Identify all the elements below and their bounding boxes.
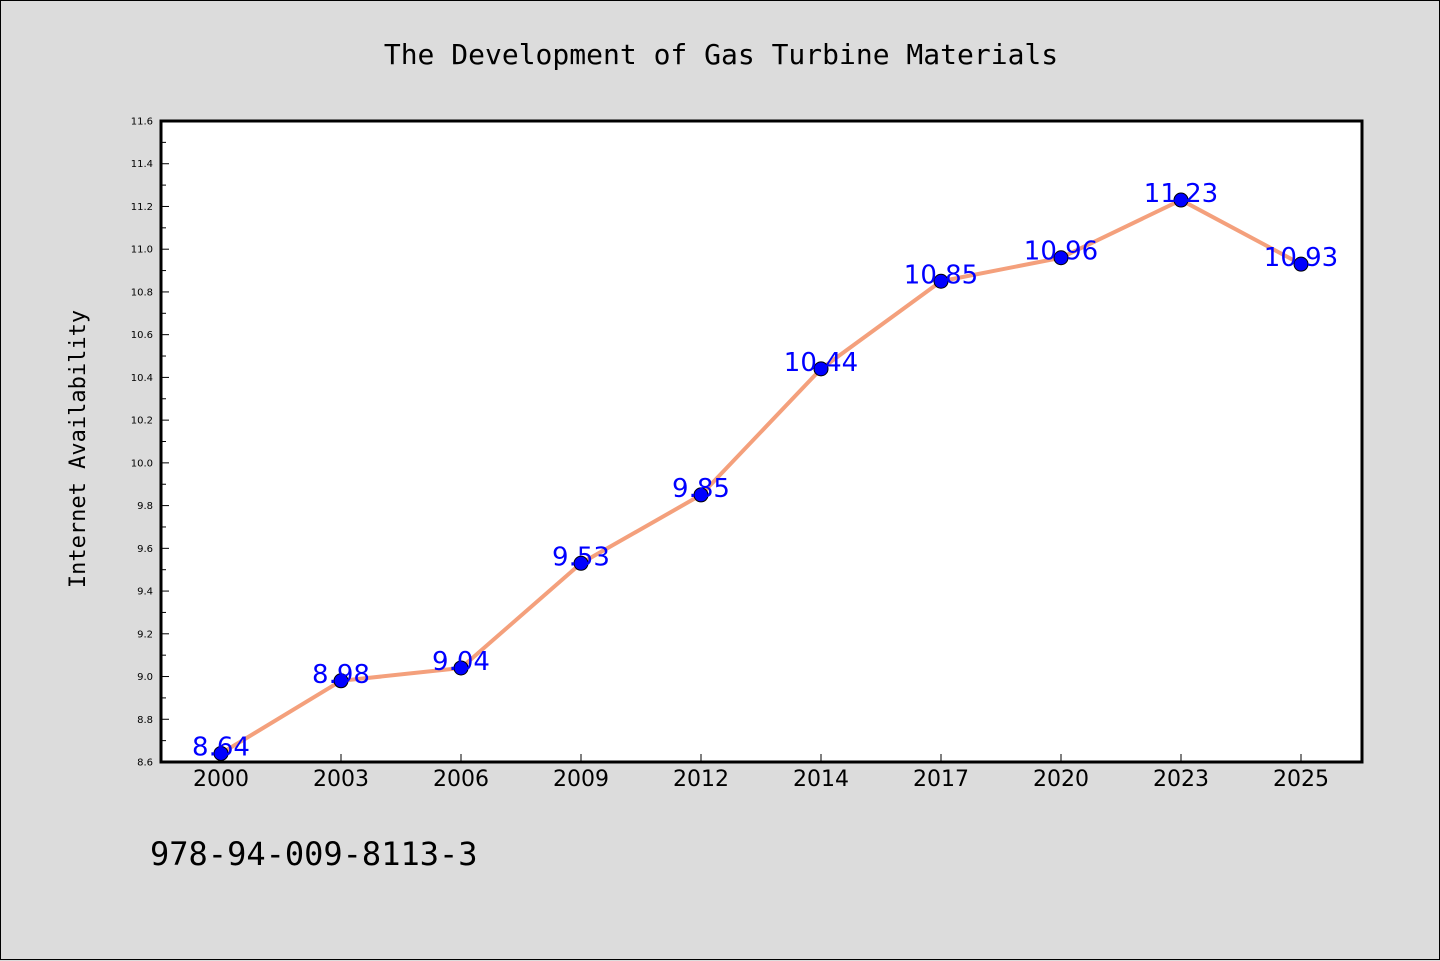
- y-axis-ticks: 8.6 8.8 9.0 9.2 9.4 9.6 9.8 10.0 10.2 10.4 10.6 10.…: [131, 117, 169, 769]
- chart-title: The Development of Gas Turbine Materials: [384, 38, 1058, 71]
- y-tick-label: 8.6: [137, 758, 153, 769]
- y-tick-label: 9.8: [137, 501, 153, 512]
- data-point: [693, 487, 709, 503]
- x-tick-label: 2023: [1153, 767, 1209, 792]
- data-label: 10.93: [1264, 243, 1338, 273]
- y-tick-label: 11.4: [131, 159, 153, 170]
- data-label: 11.23: [1144, 179, 1218, 209]
- x-tick-label: 2003: [313, 767, 369, 792]
- series-markers: [213, 192, 1309, 761]
- data-label: 10.44: [784, 348, 858, 378]
- y-tick-label: 10.2: [131, 416, 153, 427]
- x-axis-ticks: 2000 2003 2006 2009 2012 2014 2017 2020 2023 2025: [193, 754, 1329, 792]
- data-point: [933, 273, 949, 289]
- x-tick-label: 2020: [1033, 767, 1089, 792]
- data-label: 8.64: [192, 732, 250, 762]
- data-point: [573, 555, 589, 571]
- isbn-footer: 978-94-009-8113-3: [150, 835, 478, 873]
- data-point: [213, 745, 229, 761]
- y-tick-label: 9.6: [137, 544, 153, 555]
- y-tick-label: 8.8: [137, 715, 153, 726]
- x-tick-label: 2012: [673, 767, 729, 792]
- data-label: 9.04: [432, 647, 490, 677]
- series-line-group: [219, 198, 1302, 756]
- data-point: [1053, 250, 1069, 266]
- data-label: 10.85: [904, 260, 978, 290]
- data-label: 9.85: [672, 474, 730, 504]
- y-axis-label: Internet Availability: [66, 310, 91, 588]
- y-tick-label: 10.6: [131, 330, 153, 341]
- y-tick-label: 10.0: [131, 458, 153, 469]
- y-tick-label: 11.2: [131, 202, 153, 213]
- x-tick-label: 2006: [433, 767, 489, 792]
- x-tick-label: 2009: [553, 767, 609, 792]
- data-point: [453, 660, 469, 676]
- y-tick-label: 9.0: [137, 672, 153, 683]
- data-labels: 8.64 8.98 9.04 9.53 9.85 10.44 10.85 10.96 11.23…: [192, 179, 1338, 762]
- x-tick-label: 2025: [1273, 767, 1329, 792]
- x-tick-label: 2000: [193, 767, 249, 792]
- data-point: [333, 673, 349, 689]
- data-point: [1293, 256, 1309, 272]
- y-tick-label: 9.4: [137, 587, 153, 598]
- data-point: [813, 361, 829, 377]
- data-label: 8.98: [312, 660, 370, 690]
- y-tick-label: 10.8: [131, 287, 153, 298]
- series-line: [219, 198, 1302, 756]
- y-tick-label: 10.4: [131, 373, 153, 384]
- y-tick-label: 11.0: [131, 245, 153, 256]
- data-point: [1173, 192, 1189, 208]
- plot-area: [159, 119, 1364, 764]
- x-tick-label: 2017: [913, 767, 969, 792]
- y-tick-label: 11.6: [131, 117, 153, 128]
- data-label: 10.96: [1024, 237, 1098, 267]
- data-label: 9.53: [552, 542, 610, 572]
- x-tick-label: 2014: [793, 767, 849, 792]
- y-tick-label: 9.2: [137, 629, 153, 640]
